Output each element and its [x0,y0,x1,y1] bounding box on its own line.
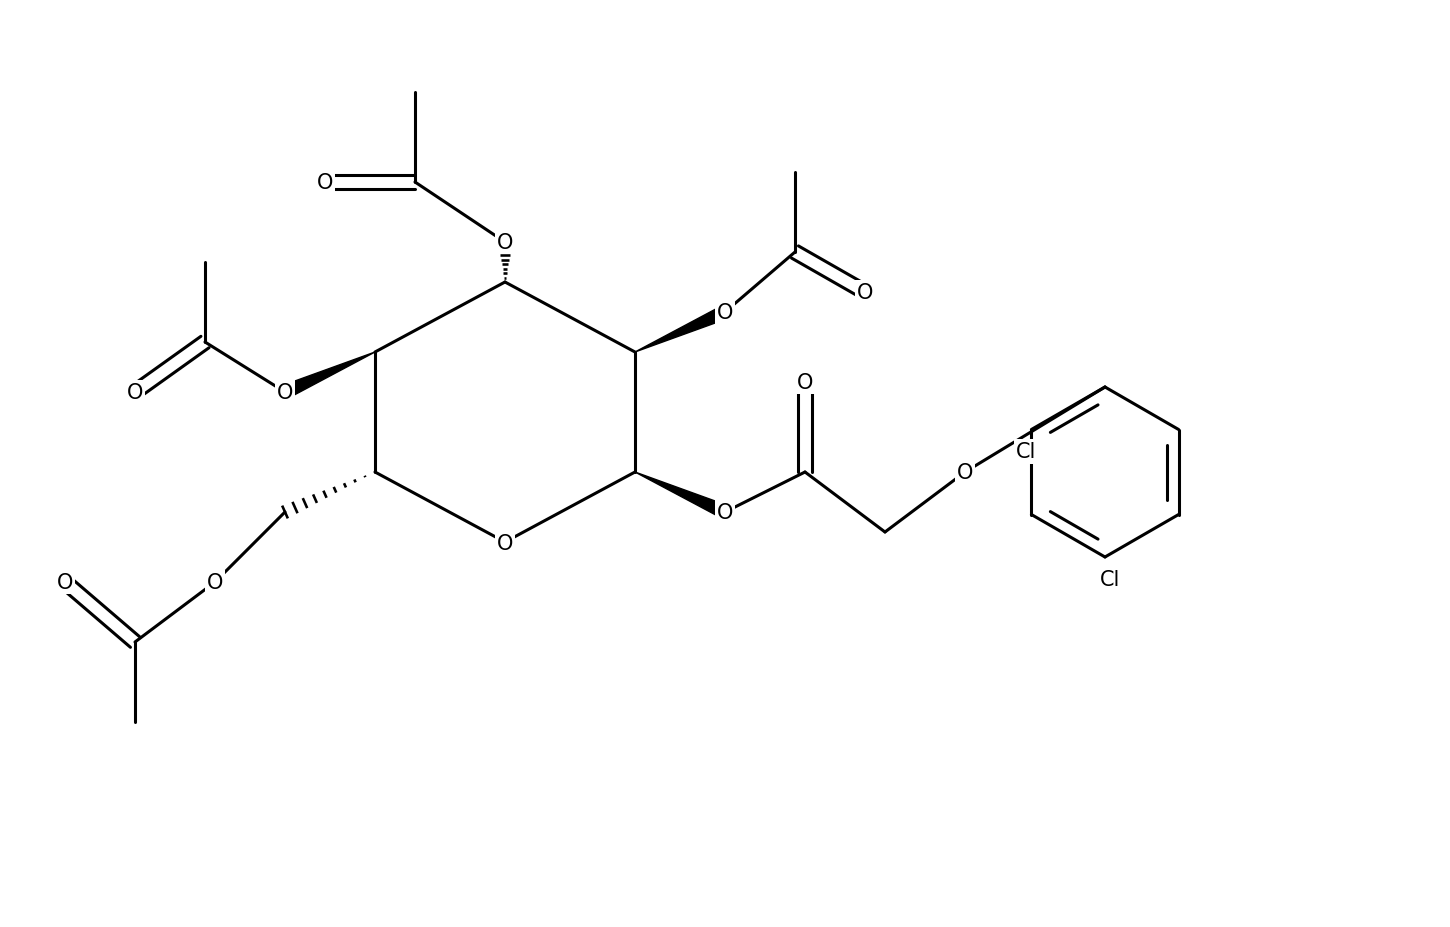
Text: Cl: Cl [1016,442,1037,462]
Text: O: O [716,502,734,523]
Text: Cl: Cl [1099,569,1121,590]
Polygon shape [635,473,728,519]
Polygon shape [283,352,376,399]
Text: O: O [857,283,873,303]
Text: O: O [126,383,144,402]
Text: O: O [497,233,513,253]
Text: O: O [57,572,72,592]
Text: O: O [277,383,293,402]
Text: O: O [798,373,813,392]
Text: O: O [497,533,513,553]
Text: O: O [207,572,223,592]
Polygon shape [635,306,728,352]
Text: O: O [957,463,973,482]
Text: O: O [716,303,734,323]
Text: O: O [316,172,334,193]
